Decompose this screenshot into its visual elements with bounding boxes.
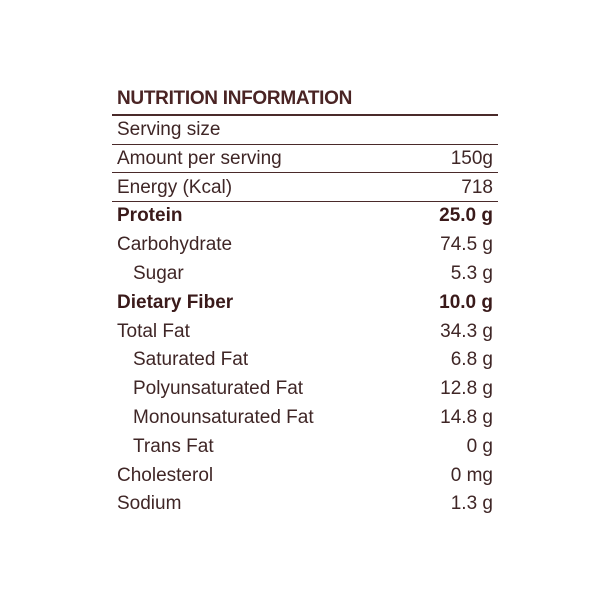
row-label: Cholesterol [117,464,214,486]
table-row: Carbohydrate 74.5 g [117,231,493,259]
row-value: 10.0 g [439,291,493,313]
table-row: Sugar 5.3 g [117,260,493,288]
row-label: Sodium [117,493,182,515]
row-label: Polyunsaturated Fat [133,378,304,400]
table-row: Energy (Kcal) 718 [117,174,493,202]
row-label: Serving size [117,119,221,140]
table-row: Saturated Fat 6.8 g [117,346,493,374]
table-row: Amount per serving 150g [117,145,493,173]
table-row: Polyunsaturated Fat 12.8 g [117,375,493,403]
row-value: 0 mg [450,464,493,486]
rule [112,114,498,116]
table-row: Sodium 1.3 g [117,490,493,518]
row-value: 718 [461,176,493,198]
row-label: Sugar [133,263,184,284]
table-row: Total Fat 34.3 g [117,318,493,346]
row-value: 25.0 g [439,205,493,227]
row-value: 34.3 g [440,320,493,342]
title: NUTRITION INFORMATION [117,88,353,109]
rule [112,144,498,145]
table-row: Dietary Fiber 10.0 g [117,289,493,317]
row-label: Monounsaturated Fat [133,407,314,428]
row-value: 0 g [466,435,493,457]
row-value: 150g [450,147,493,169]
row-value: 74.5 g [440,234,493,256]
row-label: Amount per serving [117,147,282,169]
row-value: 5.3 g [450,263,493,284]
rule [112,172,498,173]
table-row: Protein 25.0 g [117,202,493,230]
table-row: Monounsaturated Fat 14.8 g [117,404,493,432]
table-row: Serving size [117,116,493,144]
row-label: Carbohydrate [117,234,233,256]
row-label: Trans Fat [133,435,214,457]
row-label: Saturated Fat [133,349,249,371]
table-row: Trans Fat 0 g [117,433,493,461]
row-label: Total Fat [117,320,190,342]
row-value: 6.8 g [450,349,493,371]
table-row: Cholesterol 0 mg [117,462,493,490]
row-value: 12.8 g [440,378,493,400]
row-label: Protein [117,205,183,227]
row-label: Dietary Fiber [117,291,234,313]
row-value: 14.8 g [440,407,493,428]
row-label: Energy (Kcal) [117,176,233,198]
row-value: 1.3 g [450,493,493,515]
rule [112,201,498,202]
